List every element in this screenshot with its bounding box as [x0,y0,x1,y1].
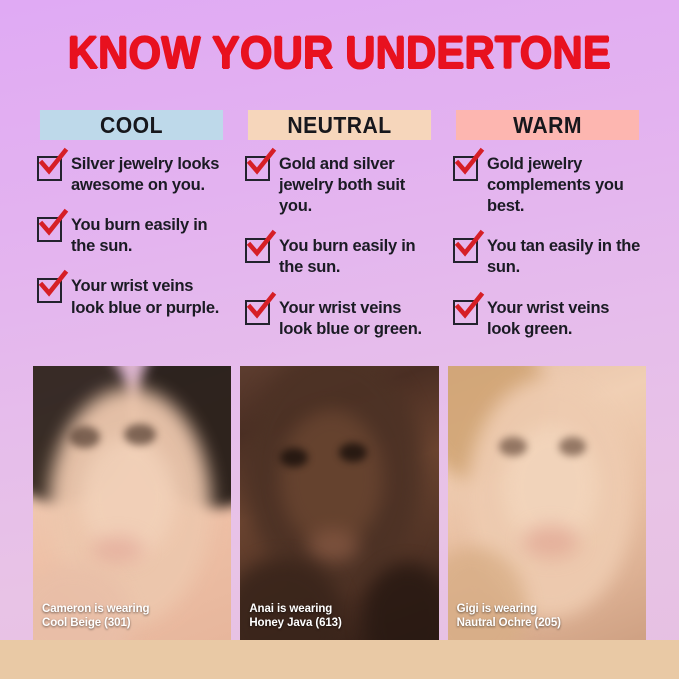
photo-caption-warm: Gigi is wearing Nautral Ochre (205) [457,602,638,630]
list-item-label: Your wrist veins look blue or purple. [71,277,220,317]
list-item: Gold and silver jewelry both suit you. [245,147,435,217]
checkbox-checked-icon [37,147,69,181]
checkbox-checked-icon [453,230,485,264]
photo-warm-model: Gigi is wearing Nautral Ochre (205) [447,366,646,640]
list-item: Your wrist veins look blue or green. [245,291,435,340]
list-item: You burn easily in the sun. [37,208,227,257]
column-header-neutral: NEUTRAL [247,110,432,140]
checklist-neutral: Gold and silver jewelry both suit you. Y… [240,147,439,340]
photo-caption-neutral: Anai is wearing Honey Java (613) [249,602,430,630]
list-item-label: You tan easily in the sun. [487,237,641,277]
model-photos: Cameron is wearing Cool Beige (301) Anai… [33,366,646,640]
portrait-image-neutral [240,366,439,640]
checkbox-checked-icon [245,147,277,181]
portrait-image-warm [447,366,646,640]
checkbox-checked-icon [453,147,485,181]
caption-line-1: Anai is wearing [249,602,333,615]
photo-caption-cool: Cameron is wearing Cool Beige (301) [42,602,223,630]
list-item-label: Silver jewelry looks awesome on you. [71,155,220,195]
checkbox-checked-icon [245,291,277,325]
page-title: KNOW YOUR UNDERTONE [67,27,612,78]
checkbox-checked-icon [37,270,69,304]
column-header-warm: WARM [455,110,640,140]
photo-cool-model: Cameron is wearing Cool Beige (301) [33,366,232,640]
list-item: You tan easily in the sun. [453,230,643,278]
column-cool: COOL Silver jewelry looks awesome on you… [32,110,231,359]
list-item-label: Gold and silver jewelry both suit you. [279,155,405,216]
list-item-label: Your wrist veins look green. [487,298,610,338]
caption-line-2: Honey Java (613) [249,616,342,629]
list-item: Silver jewelry looks awesome on you. [37,147,227,196]
checklist-cool: Silver jewelry looks awesome on you. You… [32,147,231,319]
column-header-cool: COOL [39,110,224,140]
column-warm: WARM Gold jewelry complements you best. … [448,110,647,359]
list-item: Your wrist veins look blue or purple. [37,270,227,318]
bottom-band [0,640,679,679]
list-item-label: You burn easily in the sun. [71,216,208,256]
caption-line-1: Cameron is wearing [42,602,150,615]
undertone-columns: COOL Silver jewelry looks awesome on you… [32,110,647,359]
checkbox-checked-icon [453,291,485,325]
list-item-label: Your wrist veins look blue or green. [279,298,422,338]
list-item: Gold jewelry complements you best. [453,147,643,217]
caption-line-2: Cool Beige (301) [42,616,131,629]
portrait-image-cool [33,366,232,640]
list-item: You burn easily in the sun. [245,230,435,278]
caption-line-2: Nautral Ochre (205) [456,616,561,629]
list-item: Your wrist veins look green. [453,291,643,340]
checklist-warm: Gold jewelry complements you best. You t… [448,147,647,340]
photo-neutral-model: Anai is wearing Honey Java (613) [240,366,439,640]
column-neutral: NEUTRAL Gold and silver jewelry both sui… [240,110,439,359]
list-item-label: You burn easily in the sun. [279,237,416,277]
caption-line-1: Gigi is wearing [456,602,537,615]
checkbox-checked-icon [37,208,69,243]
checkbox-checked-icon [245,230,277,264]
list-item-label: Gold jewelry complements you best. [487,155,624,216]
